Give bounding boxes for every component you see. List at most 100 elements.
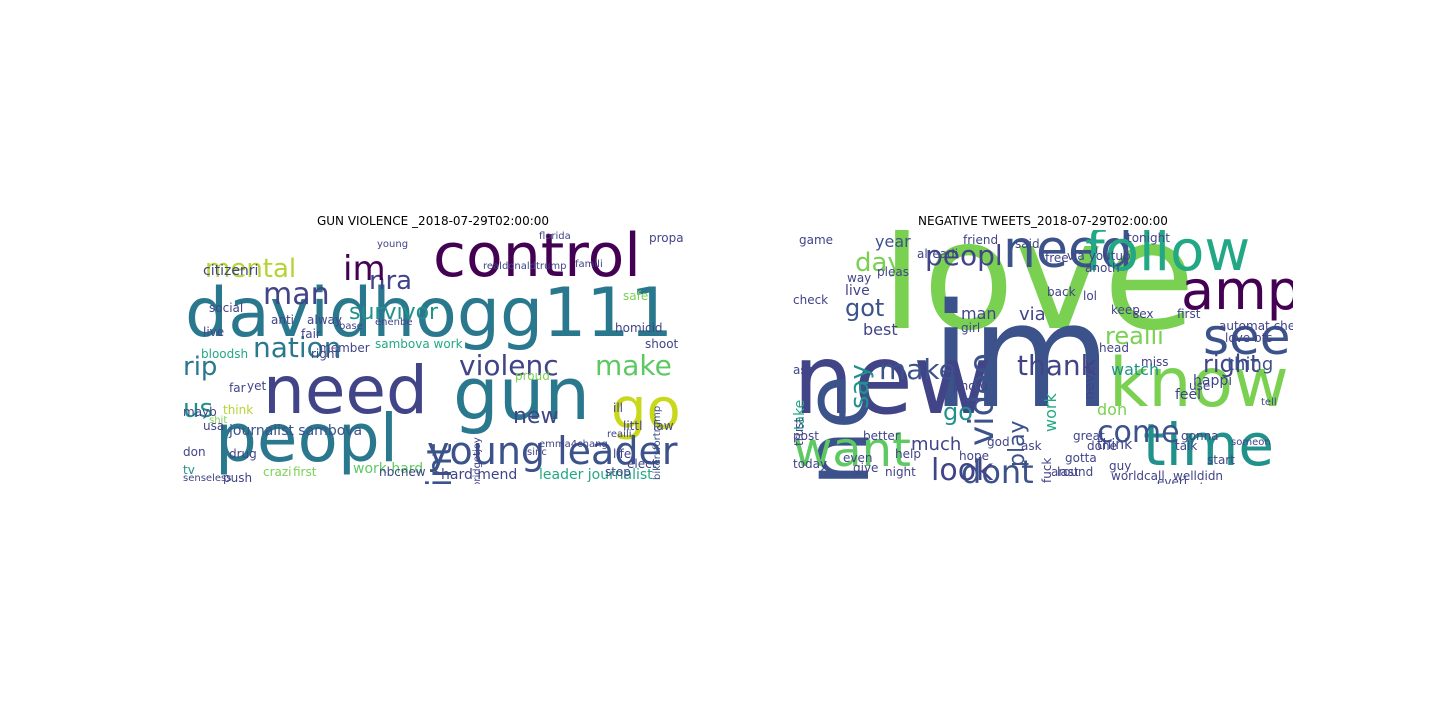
right-cloud-word: welldidn [1173, 469, 1224, 483]
right-cloud-word: don [1097, 400, 1128, 419]
right-cloud-word: back [1047, 285, 1076, 299]
left-cloud-word: stop [605, 465, 631, 479]
right-cloud-word: great [1073, 429, 1105, 443]
left-cloud-word: davidhogg111 [185, 274, 673, 353]
right-word-cloud: love im new one need follow amp know time see want… [793, 230, 1293, 484]
left-cloud-word: citizenri [203, 263, 259, 279]
right-cloud-word: much [911, 434, 962, 455]
left-cloud-word: peopl [215, 400, 399, 477]
left-cloud-word: first [293, 465, 317, 479]
left-cloud-word: young [377, 239, 409, 250]
right-cloud-word: ass [793, 363, 813, 377]
left-cloud-word: us [183, 394, 214, 424]
right-cloud-word: even [843, 451, 873, 465]
left-cloud-word: right [311, 347, 340, 361]
right-cloud-word: via youtub [1067, 249, 1131, 263]
right-cloud-word: alreadi [917, 247, 959, 261]
right-cloud-word: tonight [1127, 231, 1170, 245]
left-cloud-word: sambova work [375, 337, 463, 351]
left-cloud-word: gun [453, 352, 590, 436]
right-cloud-word: good [1173, 482, 1203, 484]
right-cloud-word: amp [1181, 259, 1293, 322]
left-cloud-word: violenc [459, 349, 559, 382]
left-cloud-word: proud [515, 369, 550, 383]
right-cloud-word: give [853, 461, 879, 475]
right-cloud-word: realli [1105, 322, 1164, 350]
left-cloud-word: mayb [183, 405, 217, 419]
left-cloud-word: enenbe [375, 317, 413, 328]
left-cloud-word: base [339, 321, 363, 332]
left-cloud-word: florida [539, 231, 571, 242]
right-cloud-word: game [799, 233, 834, 247]
left-cloud-word: nation [253, 331, 342, 364]
left-cloud-word: make [595, 349, 672, 382]
right-cloud-word: live [845, 283, 870, 299]
left-cloud-word: bloodsh [201, 347, 249, 361]
right-cloud-word: start [1207, 453, 1235, 467]
left-cloud-word: nbcnew [379, 465, 426, 479]
left-cloud-word: survivor [349, 300, 439, 325]
right-cloud-word: happi [1193, 373, 1233, 389]
right-cloud-word: free [1045, 251, 1069, 265]
right-cloud-word: first [1177, 307, 1201, 321]
left-cloud-word: control [433, 230, 641, 291]
right-cloud-word: lol [1083, 289, 1098, 303]
left-cloud-word: crazi [263, 465, 292, 479]
right-cloud-word: work [1041, 393, 1060, 433]
right-cloud-word: said [1015, 237, 1040, 251]
right-cloud-word: check [793, 293, 829, 307]
right-cloud-word: thank [1017, 349, 1097, 382]
left-cloud-word: realdonaldtrump [483, 261, 567, 272]
right-cloud-word: make [879, 353, 956, 386]
right-cloud-word: dont [961, 453, 1034, 484]
left-cloud-word: alway [307, 313, 342, 327]
right-cloud-word: talk [1175, 439, 1198, 453]
right-cloud-word: someon [1231, 437, 1271, 448]
right-cloud-word: ask [1021, 439, 1042, 453]
right-cloud-word: love bts [1225, 331, 1273, 345]
right-cloud-word: today [793, 457, 828, 471]
right-cloud-word: got [845, 294, 885, 322]
right-cloud-word: way [847, 271, 872, 285]
right-cloud-word: see [1203, 308, 1291, 366]
right-cloud-word: help [895, 447, 921, 461]
right-cloud-word: via [1019, 304, 1046, 325]
left-cloud-word: homicid [615, 321, 663, 335]
right-cloud-word: right [1203, 350, 1260, 378]
left-cloud-word: tv [183, 463, 195, 477]
left-cloud-word: nra [369, 266, 413, 296]
right-cloud-word: hope [959, 449, 989, 463]
left-cloud-word: think [223, 403, 254, 417]
right-cloud-word: best [863, 320, 898, 339]
right-cloud-word: night [885, 465, 916, 479]
right-cloud-word: use [1189, 379, 1211, 393]
right-cloud-word: worldcall [1111, 469, 1165, 483]
right-cloud-word: thing [1227, 354, 1274, 375]
right-cloud-word: anoth [1085, 261, 1120, 275]
right-cloud-word: done [1087, 439, 1117, 453]
left-cloud-word: live [203, 325, 225, 339]
left-cloud-word: go [611, 377, 681, 442]
left-cloud-title: GUN VIOLENCE _2018-07-29T02:00:00 [316, 214, 550, 228]
right-cloud-word: never [1082, 359, 1098, 400]
right-cloud-word: gotta [1065, 451, 1097, 465]
right-cloud-word: im [931, 272, 1112, 440]
right-cloud-word: fuck [1040, 457, 1054, 483]
left-cloud-word: journalist sambova [229, 423, 363, 439]
right-cloud-word: say [845, 363, 875, 409]
right-cloud-word: automat check [1219, 319, 1293, 333]
right-cloud-word: tell [1261, 397, 1277, 408]
left-cloud-word: propaganda [649, 231, 683, 245]
right-cloud-word: god [987, 435, 1010, 449]
left-cloud-word: rip [183, 352, 218, 382]
right-cloud-word: time [1143, 411, 1275, 479]
right-cloud-word: better [863, 429, 900, 443]
left-cloud-word: leader journalist [539, 467, 653, 483]
right-cloud-word: miss [1141, 355, 1169, 369]
left-cloud-word: young leader [427, 429, 678, 473]
right-cloud-word: everi [1157, 475, 1188, 484]
right-cloud-word: last [1057, 465, 1079, 479]
right-cloud-word: man [961, 304, 997, 323]
right-cloud-word: want [793, 422, 911, 478]
left-word-cloud: davidhogg111 control need gun peopl go young l… [183, 230, 683, 484]
